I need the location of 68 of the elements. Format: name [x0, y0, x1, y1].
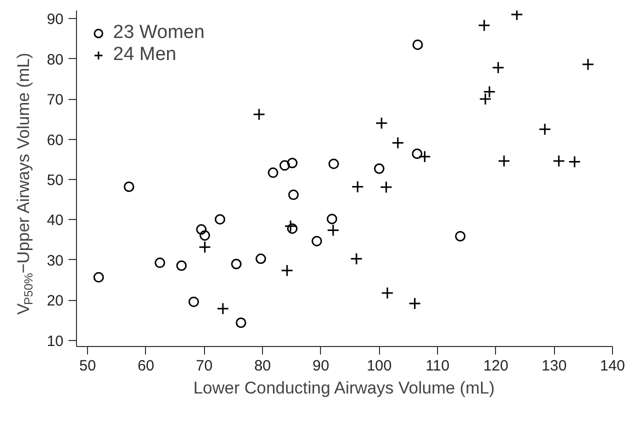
x-tick-label: 80	[254, 358, 271, 374]
point	[236, 318, 246, 328]
point	[287, 223, 298, 234]
point	[412, 39, 423, 50]
y-axis-title: VP50%−Upper Airways Volume (mL)	[14, 52, 36, 315]
point	[312, 236, 322, 246]
legend-label: 24 Men	[113, 44, 176, 66]
x-tick-label: 60	[138, 358, 154, 374]
point	[216, 302, 230, 315]
point	[252, 108, 266, 121]
point	[176, 260, 187, 271]
point	[326, 214, 338, 224]
point	[280, 264, 294, 277]
point	[326, 224, 340, 236]
y-tick-label: 30	[46, 252, 64, 270]
point	[198, 240, 212, 254]
point	[288, 190, 299, 200]
point	[455, 231, 466, 242]
point	[287, 158, 298, 168]
point	[93, 272, 104, 283]
point	[256, 254, 266, 264]
point	[392, 136, 404, 150]
y-tick-label: 50	[46, 172, 64, 190]
point	[418, 150, 431, 163]
y-tick-label: 70	[46, 92, 64, 109]
y-tick-label: 40	[46, 212, 64, 230]
x-axis-title: Lower Conducting Airways Volume (mL)	[193, 378, 495, 398]
point	[328, 158, 339, 170]
x-tick-label: 100	[366, 358, 392, 374]
legend-label: 23 Women	[113, 22, 205, 44]
point	[124, 182, 134, 192]
x-tick-label: 110	[426, 358, 450, 374]
y-tick-label: 90	[46, 11, 64, 28]
y-tick-label: 10	[46, 332, 64, 350]
point	[568, 156, 581, 168]
point	[284, 220, 297, 232]
point	[582, 58, 594, 71]
point	[196, 224, 207, 235]
point	[279, 160, 290, 171]
point	[351, 180, 364, 193]
point	[510, 10, 524, 21]
point	[375, 116, 388, 130]
point	[188, 296, 199, 308]
point	[408, 297, 422, 310]
point	[538, 122, 552, 136]
y-tick-label: 60	[46, 132, 64, 149]
x-tick-label: 70	[196, 358, 213, 374]
y-tick-label: 20	[46, 292, 64, 310]
point	[381, 286, 394, 300]
point	[478, 19, 490, 32]
point	[268, 167, 278, 178]
point	[498, 154, 510, 168]
point	[412, 148, 422, 159]
point	[350, 252, 363, 266]
point	[154, 258, 166, 268]
point	[380, 180, 392, 194]
y-tick-label: 80	[46, 51, 64, 68]
x-tick-label: 130	[542, 358, 567, 374]
point	[200, 230, 210, 241]
point	[492, 61, 504, 74]
x-tick-label: 50	[79, 358, 96, 374]
x-tick-label: 140	[600, 358, 626, 374]
x-tick-label: 120	[483, 358, 508, 374]
x-tick-label: 90	[312, 358, 330, 374]
point	[231, 258, 242, 270]
point	[552, 154, 566, 168]
point	[214, 214, 226, 225]
point	[374, 163, 384, 174]
